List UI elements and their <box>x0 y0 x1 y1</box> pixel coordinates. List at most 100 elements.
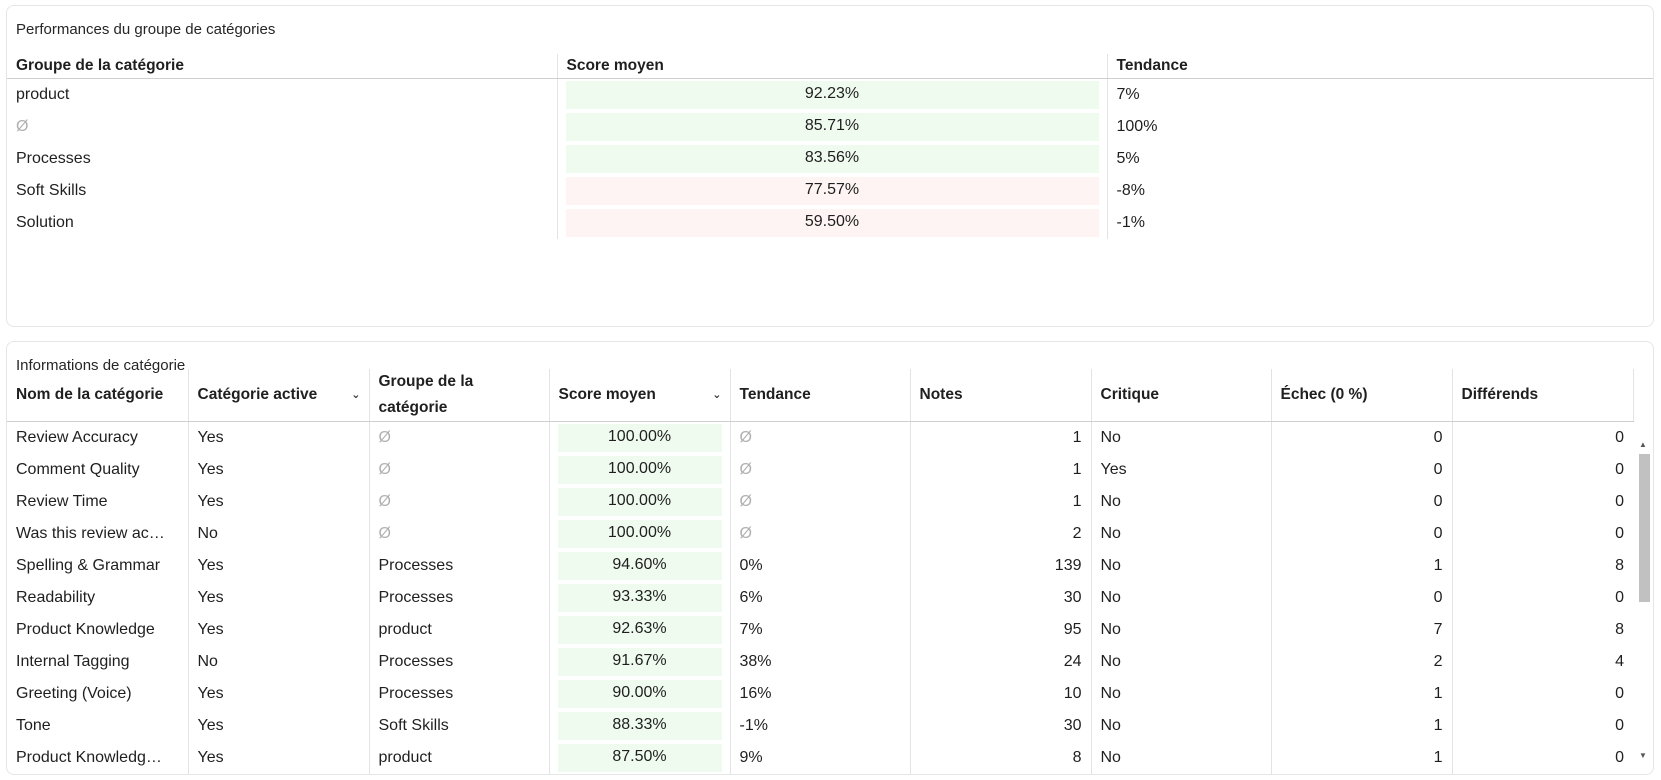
score-cell: 92.63% <box>549 614 731 646</box>
fail-cell: 1 <box>1271 710 1453 742</box>
group-cell: product <box>369 614 550 646</box>
active-cell: Yes <box>188 454 370 486</box>
disputes-cell: 0 <box>1615 461 1624 478</box>
panel-title: Performances du groupe de catégories <box>16 21 276 38</box>
score-cell: 100.00% <box>549 486 731 518</box>
score-cell: 59.50% <box>557 207 1108 239</box>
score-cell: 92.23% <box>557 78 1108 111</box>
group-cell: Processes <box>369 678 550 710</box>
table-row[interactable]: Comment Quality Yes Ø 100.00% Ø 1 Yes 0 0 <box>7 454 1633 486</box>
group-cell: Ø <box>7 111 558 143</box>
critical-cell: Yes <box>1091 454 1272 486</box>
group-cell: Soft Skills <box>369 710 550 742</box>
trend-cell: -8% <box>1116 182 1145 199</box>
table-row[interactable]: Tone Yes Soft Skills 88.33% -1% 30 No 1 0 <box>7 710 1633 742</box>
active-cell: Yes <box>188 582 370 614</box>
scrollbar-thumb[interactable] <box>1639 454 1650 602</box>
score-value: 100.00% <box>557 520 722 548</box>
column-header-group[interactable]: Groupe de la catégorie <box>7 54 558 79</box>
trend-cell: Ø <box>730 454 911 486</box>
active-cell: No <box>188 518 370 550</box>
column-header-notes[interactable]: Notes <box>910 369 1092 422</box>
score-cell: 85.71% <box>557 111 1108 143</box>
fail-cell: 2 <box>1271 646 1453 678</box>
score-cell: 91.67% <box>549 646 731 678</box>
disputes-cell: 0 <box>1615 525 1624 542</box>
column-header-fail[interactable]: Échec (0 %) <box>1271 369 1453 422</box>
column-header-critical[interactable]: Critique <box>1091 369 1272 422</box>
score-value: 94.60% <box>557 552 722 580</box>
score-value: 90.00% <box>557 680 722 708</box>
trend-cell: Ø <box>730 518 911 550</box>
disputes-cell: 0 <box>1615 429 1624 446</box>
group-cell: product <box>7 78 558 111</box>
category-group-performance-panel: Performances du groupe de catégories Gro… <box>6 5 1654 327</box>
category-name-cell: Product Knowledg… <box>7 742 189 774</box>
table-row[interactable]: Greeting (Voice) Yes Processes 90.00% 16% 10 N… <box>7 678 1633 710</box>
score-cell: 83.56% <box>557 143 1108 175</box>
table-row[interactable]: product 92.23% 7% <box>7 78 1653 111</box>
column-header-trend[interactable]: Tendance <box>730 369 911 422</box>
table-row[interactable]: Review Accuracy Yes Ø 100.00% Ø 1 No 0 0 <box>7 421 1633 454</box>
score-cell: 87.50% <box>549 742 731 774</box>
table-row[interactable]: Solution 59.50% -1% <box>7 207 1653 239</box>
column-header-score[interactable]: Score moyen ⌄ <box>549 369 731 422</box>
column-header-label: Catégorie active <box>197 386 318 403</box>
column-header-active[interactable]: Catégorie active ⌄ <box>188 369 370 422</box>
group-cell: Ø <box>369 454 550 486</box>
triangle-up-icon[interactable]: ▲ <box>1639 440 1647 449</box>
column-header-disputes[interactable]: Différends <box>1452 369 1634 422</box>
group-cell: Ø <box>369 421 550 454</box>
active-cell: Yes <box>188 614 370 646</box>
column-header-trend[interactable]: Tendance <box>1107 54 1653 79</box>
table-row[interactable]: Internal Tagging No Processes 91.67% 38% 24 No… <box>7 646 1633 678</box>
active-cell: Yes <box>188 550 370 582</box>
group-cell: Ø <box>369 518 550 550</box>
category-name-cell: Tone <box>7 710 189 742</box>
critical-cell: No <box>1091 582 1272 614</box>
table-row[interactable]: Ø 85.71% 100% <box>7 111 1653 143</box>
critical-cell: No <box>1091 486 1272 518</box>
disputes-cell: 0 <box>1615 589 1624 606</box>
triangle-down-icon[interactable]: ▼ <box>1639 751 1647 760</box>
score-value: 92.23% <box>565 81 1099 109</box>
column-header-score[interactable]: Score moyen <box>557 54 1108 79</box>
column-header-group[interactable]: Groupe de la catégorie <box>369 369 550 422</box>
fail-cell: 7 <box>1271 614 1453 646</box>
score-value: 77.57% <box>565 177 1099 205</box>
table-row[interactable]: Readability Yes Processes 93.33% 6% 30 No 0 0 <box>7 582 1633 614</box>
vertical-scrollbar[interactable]: ▲ ▼ <box>1638 440 1650 760</box>
column-header-name[interactable]: Nom de la catégorie <box>7 369 189 422</box>
category-name-cell: Readability <box>7 582 189 614</box>
table-row[interactable]: Spelling & Grammar Yes Processes 94.60% 0% 13… <box>7 550 1633 582</box>
active-cell: Yes <box>188 710 370 742</box>
fail-cell: 0 <box>1271 518 1453 550</box>
active-cell: Yes <box>188 486 370 518</box>
trend-cell: 5% <box>1116 150 1140 167</box>
disputes-cell: 0 <box>1615 717 1624 734</box>
notes-cell: 1 <box>910 454 1092 486</box>
disputes-cell: 8 <box>1615 557 1624 574</box>
table-row[interactable]: Product Knowledg… Yes product 87.50% 9% 8 No 1 0 <box>7 742 1633 774</box>
disputes-cell: 0 <box>1615 749 1624 766</box>
trend-cell: 38% <box>730 646 911 678</box>
critical-cell: No <box>1091 550 1272 582</box>
score-cell: 90.00% <box>549 678 731 710</box>
category-information-panel: Informations de catégorie Nom de la caté… <box>6 341 1654 775</box>
table-row[interactable]: Review Time Yes Ø 100.00% Ø 1 No 0 0 <box>7 486 1633 518</box>
disputes-cell: 8 <box>1615 621 1624 638</box>
score-value: 83.56% <box>565 145 1099 173</box>
table-row[interactable]: Product Knowledge Yes product 92.63% 7% 95 No 7… <box>7 614 1633 646</box>
trend-cell: 0% <box>730 550 911 582</box>
notes-cell: 10 <box>910 678 1092 710</box>
score-value: 100.00% <box>557 488 722 516</box>
chevron-down-icon[interactable]: ⌄ <box>351 389 361 401</box>
category-information-table: Nom de la catégorie Catégorie active ⌄ G… <box>7 369 1634 774</box>
table-row[interactable]: Processes 83.56% 5% <box>7 143 1653 175</box>
group-cell: Processes <box>369 582 550 614</box>
notes-cell: 95 <box>910 614 1092 646</box>
table-row[interactable]: Was this review ac… No Ø 100.00% Ø 2 No 0 0 <box>7 518 1633 550</box>
table-row[interactable]: Soft Skills 77.57% -8% <box>7 175 1653 207</box>
disputes-cell: 0 <box>1615 685 1624 702</box>
chevron-down-icon[interactable]: ⌄ <box>712 389 722 401</box>
